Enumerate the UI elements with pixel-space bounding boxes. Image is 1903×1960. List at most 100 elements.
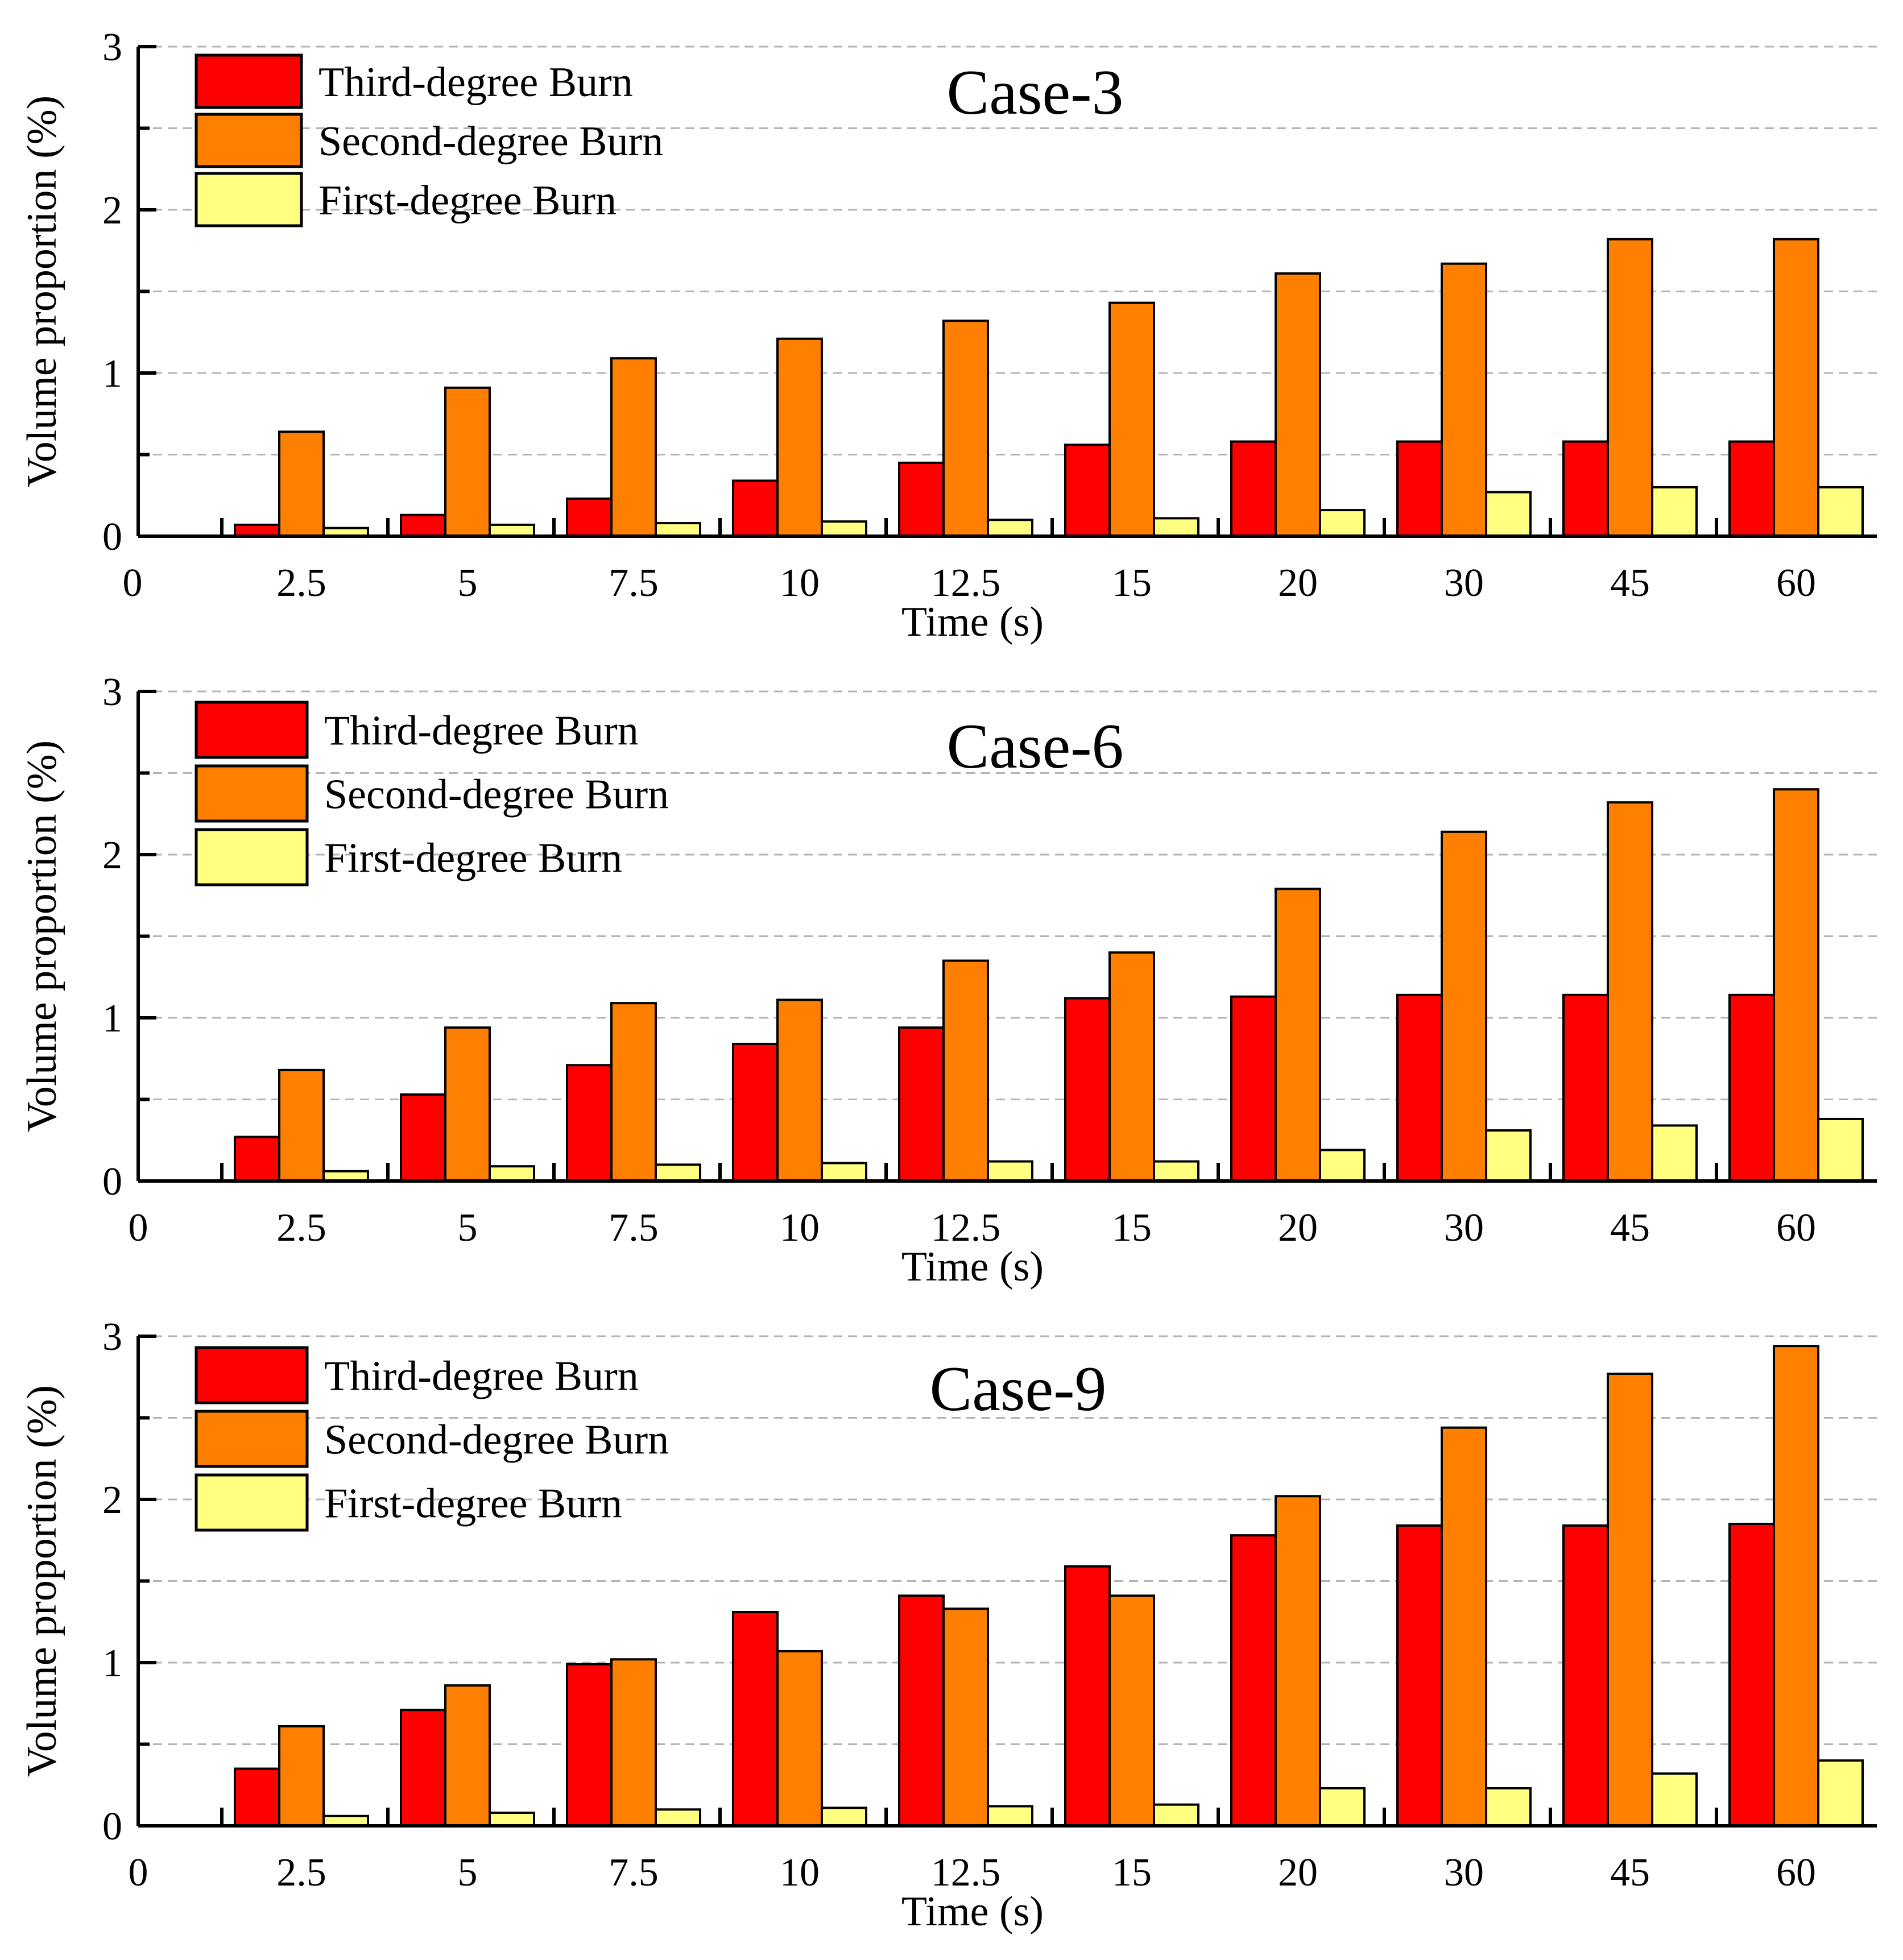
legend-swatch-second-degree-burn [195,764,309,823]
bar-second-degree-burn [1773,788,1819,1182]
bar-second-degree-burn [1108,1594,1155,1828]
bar-second-degree-burn [444,1684,491,1827]
x-tick-label: 10 [780,561,820,605]
y-tick-label: 3 [102,1315,122,1359]
legend-label: Second-degree Burn [324,772,669,818]
x-axis-title: Time (s) [901,599,1044,645]
chart-title: Case-9 [929,1354,1106,1424]
legend-swatch-second-degree-burn [195,1410,309,1468]
x-tick-label: 60 [1776,561,1816,605]
bar-second-degree-burn [610,357,657,537]
bar-third-degree-burn [234,523,280,537]
x-tick-label: 2.5 [276,1851,326,1895]
x-tick-label: 20 [1278,1851,1318,1895]
bar-second-degree-burn [1607,238,1653,538]
x-tick-label-origin: 0 [123,561,143,605]
bar-first-degree-burn [987,1805,1033,1828]
bar-second-degree-burn [1108,951,1155,1182]
legend-swatch-third-degree-burn [195,1346,309,1404]
x-tick-label: 30 [1444,1206,1484,1250]
y-tick-label: 3 [102,26,122,69]
bar-third-degree-burn [1230,995,1277,1182]
x-axis-title: Time (s) [901,1244,1044,1290]
y-tick-label: 1 [102,997,122,1041]
legend-label: First-degree Burn [324,1481,622,1527]
bar-first-degree-burn [489,523,535,537]
x-tick-label: 10 [780,1206,820,1250]
bar-first-degree-burn [489,1165,535,1182]
bar-third-degree-burn [1728,1523,1775,1828]
y-tick-label: 0 [102,515,122,559]
y-tick-label: 1 [102,352,122,396]
bar-second-degree-burn [1441,830,1487,1182]
bar-second-degree-burn [942,1607,989,1828]
chart-title: Case-6 [946,711,1123,782]
x-tick-label: 5 [458,561,478,605]
bar-second-degree-burn [278,1068,325,1182]
bar-third-degree-burn [1728,440,1775,537]
x-tick-label: 7.5 [609,561,659,605]
x-tick-label: 12.5 [931,561,1001,605]
legend-swatch-third-degree-burn [195,701,309,759]
bar-first-degree-burn [987,1160,1033,1183]
bar-third-degree-burn [732,1042,779,1183]
chart-title: Case-3 [946,57,1123,128]
x-tick-label: 12.5 [931,1206,1001,1250]
x-tick-label: 20 [1278,561,1318,605]
bar-third-degree-burn [1396,1524,1443,1827]
legend-label: Second-degree Burn [318,118,663,165]
y-axis-title: Volume proportion (%) [19,1385,65,1777]
bar-third-degree-burn [1064,444,1111,538]
legend-swatch-third-degree-burn [195,53,303,109]
legend: Third-degree Burn Second-degree Burn First… [195,53,663,227]
bar-third-degree-burn [234,1767,280,1828]
bar-first-degree-burn [1319,1149,1366,1182]
x-tick-label: 30 [1444,561,1484,605]
bar-first-degree-burn [1817,486,1864,538]
legend-swatch-first-degree-burn [195,828,309,886]
bar-first-degree-burn [1319,509,1366,538]
x-tick-label: 60 [1776,1851,1816,1895]
bar-third-degree-burn [566,1663,613,1828]
bar-third-degree-burn [400,1093,446,1183]
bar-first-degree-burn [1817,1759,1864,1827]
y-tick-label: 0 [102,1160,122,1204]
bar-first-degree-burn [821,1162,867,1183]
legend-label: Third-degree Burn [324,708,639,755]
bar-third-degree-burn [400,1709,446,1827]
legend: Third-degree Burn Second-degree Burn First… [195,701,669,886]
x-axis-title: Time (s) [901,1888,1044,1935]
x-tick-label: 7.5 [609,1851,659,1895]
y-tick-label: 0 [102,1805,122,1849]
bar-third-degree-burn [1396,440,1443,537]
bar-second-degree-burn [1607,1373,1653,1827]
bar-third-degree-burn [1064,997,1111,1183]
bar-third-degree-burn [400,513,446,538]
bar-first-degree-burn [1319,1787,1366,1827]
y-tick-label: 3 [102,670,122,714]
bar-third-degree-burn [898,1594,945,1828]
bar-first-degree-burn [1485,1129,1532,1183]
bar-third-degree-burn [732,1611,779,1828]
bar-first-degree-burn [987,519,1033,537]
bar-second-degree-burn [444,386,491,538]
x-tick-label: 20 [1278,1206,1318,1250]
bar-third-degree-burn [1562,440,1609,537]
bar-second-degree-burn [444,1026,491,1182]
x-tick-label: 45 [1610,561,1650,605]
bar-second-degree-burn [278,430,325,537]
legend: Third-degree Burn Second-degree Burn First… [195,1346,669,1532]
x-tick-label: 12.5 [931,1851,1001,1895]
bar-first-degree-burn [821,520,867,537]
x-tick-label: 10 [780,1851,820,1895]
bar-third-degree-burn [898,1026,945,1182]
x-tick-label: 2.5 [276,1206,326,1250]
bar-first-degree-burn [1153,1160,1199,1183]
bar-third-degree-burn [1396,993,1443,1182]
bar-third-degree-burn [898,461,945,537]
bar-second-degree-burn [942,320,989,537]
bar-third-degree-burn [566,1064,613,1182]
legend-label: Third-degree Burn [318,59,633,106]
